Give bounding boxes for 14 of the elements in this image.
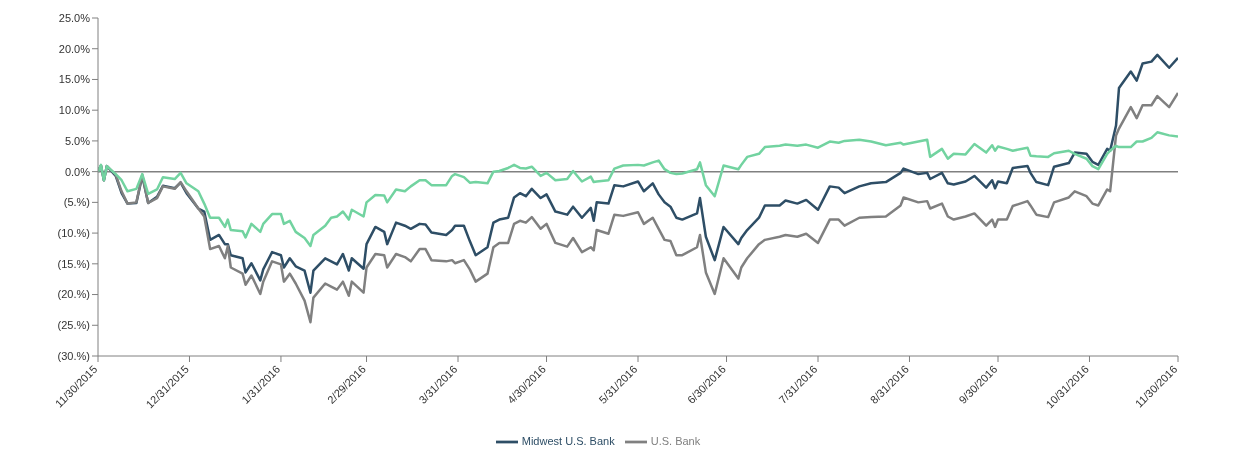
y-tick-label: 15.0% — [58, 73, 91, 86]
y-tick-label: 20.0% — [58, 42, 91, 55]
y-tick-label: (15.%) — [57, 257, 90, 270]
y-tick-label: 25.0% — [58, 11, 91, 24]
y-tick-label: (25.%) — [57, 319, 90, 332]
legend-label: Midwest U.S. Bank — [521, 434, 615, 447]
y-tick-label: 5.0% — [64, 134, 91, 147]
y-tick-label: (10.%) — [57, 227, 90, 239]
y-tick-label: (20.%) — [57, 288, 90, 301]
y-tick-label: (30.%) — [57, 349, 90, 362]
y-tick-label: (5.%) — [63, 196, 90, 209]
legend-label: U.S. Bank — [650, 434, 701, 447]
y-tick-label: 0.0% — [64, 165, 91, 178]
y-tick-label: 10.0% — [58, 104, 91, 117]
